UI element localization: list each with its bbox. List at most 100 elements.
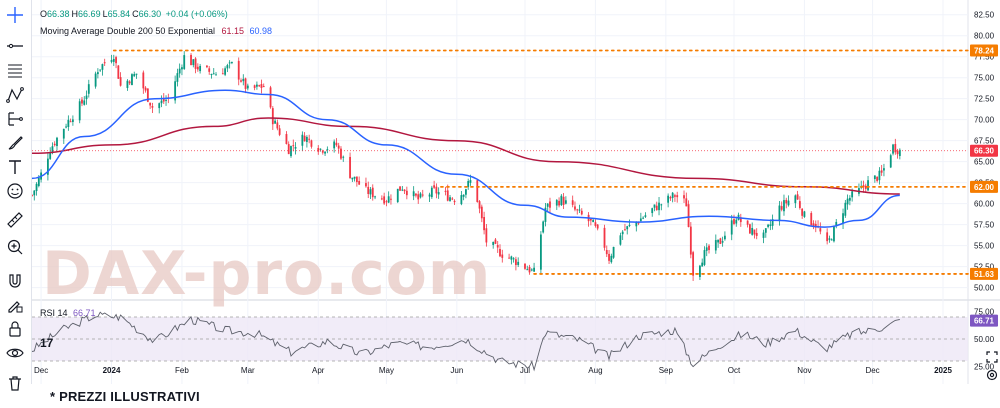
candle-body [778,205,781,222]
candle-body [530,269,533,271]
chart-canvas[interactable]: Dec 2024 Feb Mar Apr May Jun Jul Aug Sep Oct Nov Dec… [32,0,1000,384]
measure-icon[interactable] [4,108,26,130]
rsi-value: 66.71 [73,308,96,318]
trash-icon[interactable] [4,372,26,394]
text-icon[interactable] [4,156,26,178]
candle-body [730,220,733,235]
candle-body [512,258,515,260]
candle-body [128,81,131,84]
pattern-icon[interactable] [4,84,26,106]
candle-body [237,60,240,80]
candle-body [342,156,345,158]
candle-body [733,219,735,224]
candle-body [835,221,838,226]
expand-icon[interactable] [985,350,999,364]
indicator-legend[interactable]: Moving Average Double 200 50 Exponential… [40,26,272,36]
candle-body [126,80,129,88]
candle-body [669,197,672,199]
candle-body [655,205,658,211]
candle-body [562,196,565,205]
candle-body [608,253,610,261]
candle-body [324,151,326,154]
y-tick-label: 70.00 [974,116,995,125]
candle-body [278,128,281,135]
candle-body [437,192,440,195]
candle-body [605,250,608,255]
tradingview-logo[interactable]: 17 [40,336,54,350]
candle-body [390,198,392,200]
eye-icon[interactable] [4,342,26,364]
candle-body [637,222,640,224]
lock-drawing-icon[interactable] [4,294,26,316]
candle-body [87,84,90,94]
candle-body [880,170,883,173]
ohlc-value: 66.38 [47,9,70,19]
fib-retracement-icon[interactable] [4,59,26,81]
candle-body [542,221,545,233]
candle-body [405,190,408,196]
candle-body [848,197,851,201]
lock-icon[interactable] [4,318,26,340]
candle-body [667,195,670,203]
candle-body [851,191,854,198]
candle-body [751,228,754,235]
ohlc-value: 65.84 [107,9,131,19]
candle-body [294,147,297,149]
candle-body [285,134,288,144]
candle-body [460,195,463,205]
candle-body [403,189,406,192]
price-label-bg [970,180,998,193]
ruler-icon[interactable] [4,209,26,231]
candle-body [594,222,597,226]
candle-body [748,224,751,234]
candle-body [478,201,481,209]
x-tick-label: Jul [520,366,530,375]
candle-body [826,232,829,242]
candle-body [687,204,690,227]
candle-body [508,257,510,259]
candle-body [371,187,374,198]
crosshair-icon[interactable] [4,4,26,26]
candle-body [676,195,679,198]
ohlc-key: C [132,9,139,19]
x-tick-label: 2024 [103,366,121,375]
candle-body [53,143,56,146]
horizontal-line-icon[interactable] [4,35,26,57]
candle-body [358,181,361,185]
candle-body [453,200,456,203]
candle-body [305,136,308,142]
brush-icon[interactable] [4,132,26,154]
candle-body [399,186,401,191]
candle-body [801,208,804,216]
candle-body [867,180,869,191]
rsi-legend[interactable]: RSI 14 66.71 [40,308,96,318]
magnet-icon[interactable] [4,270,26,292]
ma50-value: 60.98 [249,26,273,36]
x-tick-label: Feb [175,366,189,375]
x-tick-label: May [379,366,394,375]
candle-body [321,150,324,153]
candle-body [69,121,72,123]
candle-body [131,74,133,86]
zoom-in-icon[interactable] [4,236,26,258]
candle-body [212,73,215,75]
emoji-icon[interactable] [4,180,26,202]
candles-group [32,51,901,281]
candle-body [787,200,790,206]
y-tick-label: 77.50 [974,53,995,62]
x-tick-label: Oct [728,366,741,375]
candle-body [158,103,161,109]
candle-body [94,73,97,87]
ma50-line [32,89,900,228]
candle-body [483,217,486,231]
candle-body [844,202,847,216]
candle-body [558,200,560,206]
candle-body [81,99,83,104]
candle-body [708,245,710,251]
candle-body [303,135,306,142]
y-tick-label: 80.00 [974,32,995,41]
candle-body [51,146,54,153]
candle-body [96,72,99,75]
candle-body [692,252,695,276]
gear-icon[interactable] [985,368,999,382]
